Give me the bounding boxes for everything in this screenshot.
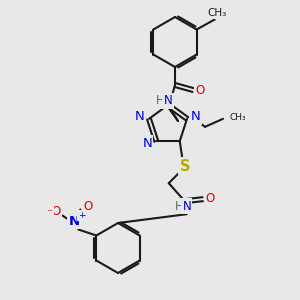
- Text: CH₃: CH₃: [207, 8, 226, 17]
- Text: N: N: [69, 215, 80, 228]
- Text: N: N: [182, 200, 191, 213]
- Text: N: N: [135, 110, 145, 123]
- Text: O: O: [195, 83, 205, 97]
- Text: H: H: [156, 94, 164, 107]
- Text: O: O: [52, 205, 61, 218]
- Text: CH₃: CH₃: [229, 113, 246, 122]
- Text: ⁻: ⁻: [46, 207, 52, 220]
- Text: H: H: [174, 200, 183, 213]
- Text: N: N: [191, 110, 201, 123]
- Text: O: O: [84, 200, 93, 213]
- Text: S: S: [179, 159, 190, 174]
- Text: N: N: [164, 94, 172, 107]
- Text: O: O: [205, 192, 214, 205]
- Text: +: +: [78, 211, 85, 220]
- Text: N: N: [142, 137, 152, 150]
